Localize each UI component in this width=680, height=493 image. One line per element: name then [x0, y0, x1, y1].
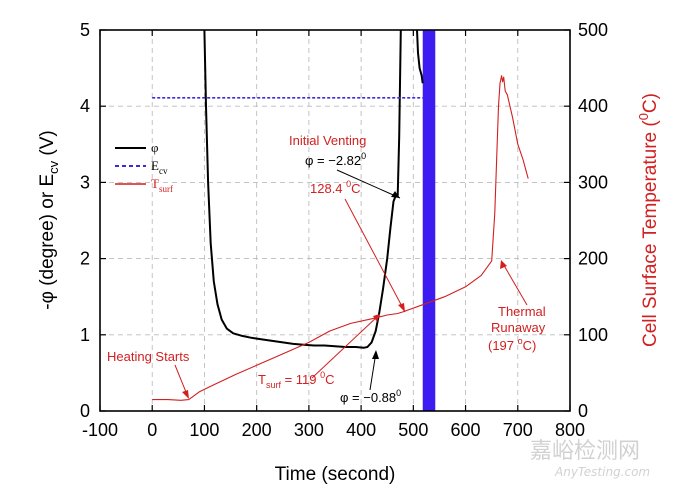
- annotation-197c: (197 oC): [488, 336, 536, 353]
- legend: φ Ecv Tsurf: [115, 140, 173, 194]
- y-right-tick-labels: 0 100 200 300 400 500: [578, 20, 608, 421]
- legend-tsurf-label: Tsurf: [151, 176, 173, 194]
- arrow-thermal-head: [500, 260, 507, 269]
- watermark-text: 嘉峪检测网: [530, 439, 640, 464]
- arrow-phi-088-head: [372, 350, 379, 359]
- y-right-tick-label: 0: [578, 401, 588, 421]
- arrow-128c-head: [398, 303, 405, 312]
- watermark-url: AnyTesting.com: [554, 465, 650, 479]
- annotation-runaway: Runaway: [491, 320, 546, 335]
- y-left-tick-label: 0: [80, 401, 90, 421]
- grid: [100, 30, 570, 411]
- series-line-phi: [203, 30, 402, 349]
- arrow-heating-head: [182, 390, 189, 399]
- legend-phi-label: φ: [151, 140, 159, 155]
- annotations: Initial Venting φ = −2.820 128.4 0C Heat…: [107, 133, 546, 405]
- annotation-128-4c: 128.4 0C: [310, 179, 361, 196]
- venting-band: [422, 30, 436, 411]
- x-tick-label: 800: [555, 420, 585, 440]
- y-right-tick-label: 200: [578, 249, 608, 269]
- y-left-tick-label: 5: [80, 20, 90, 40]
- watermark: 嘉峪检测网 AnyTesting.com: [530, 439, 650, 479]
- annotation-initial-venting: Initial Venting: [289, 133, 366, 148]
- x-tick-labels: -100 0 100 200 300 400 500 600 700 800: [82, 420, 585, 440]
- y-right-tick-label: 400: [578, 96, 608, 116]
- x-tick-label: 600: [451, 420, 481, 440]
- y-left-tick-labels: 0 1 2 3 4 5: [80, 20, 90, 421]
- plot-frame: [99, 29, 571, 412]
- y-right-tick-label: 100: [578, 325, 608, 345]
- x-tick-label: 700: [503, 420, 533, 440]
- y-left-tick-label: 4: [80, 96, 90, 116]
- x-tick-label: 500: [398, 420, 428, 440]
- y-right-tick-label: 500: [578, 20, 608, 40]
- y-left-axis-title: -φ (degree) or Ecv (V): [37, 130, 61, 309]
- annotation-thermal: Thermal: [498, 304, 546, 319]
- x-tick-label: 100: [189, 420, 219, 440]
- tick-marks: [99, 29, 571, 412]
- x-tick-label: 400: [346, 420, 376, 440]
- x-tick-label: -100: [82, 420, 118, 440]
- arrow-119c-head: [373, 314, 380, 322]
- series-line-phi_vented: [416, 30, 424, 84]
- arrow-thermal: [501, 261, 528, 306]
- y-right-tick-label: 300: [578, 172, 608, 192]
- arrow-119c: [311, 315, 379, 379]
- series-line-Tsurf: [152, 75, 529, 401]
- arrow-phi-282: [336, 169, 401, 199]
- y-left-tick-label: 1: [80, 325, 90, 345]
- arrow-128c: [344, 198, 406, 313]
- y-right-axis-title: Cell Surface Temperature (0C): [636, 93, 661, 347]
- annotation-phi-088: φ = −0.880: [340, 388, 401, 405]
- x-tick-label: 0: [147, 420, 157, 440]
- annotation-phi-282: φ = −2.820: [305, 151, 366, 168]
- annotation-heating-starts: Heating Starts: [107, 349, 190, 364]
- arrow-phi-282-head: [391, 191, 400, 198]
- y-left-tick-label: 3: [80, 172, 90, 192]
- legend-ecv-label: Ecv: [151, 158, 168, 176]
- x-axis-title: Time (second): [275, 464, 396, 485]
- annotation-tsurf-119c: Tsurf = 119 0C: [258, 370, 335, 390]
- x-tick-label: 300: [294, 420, 324, 440]
- y-left-tick-label: 2: [80, 249, 90, 269]
- x-tick-label: 200: [242, 420, 272, 440]
- series-group: [152, 30, 529, 411]
